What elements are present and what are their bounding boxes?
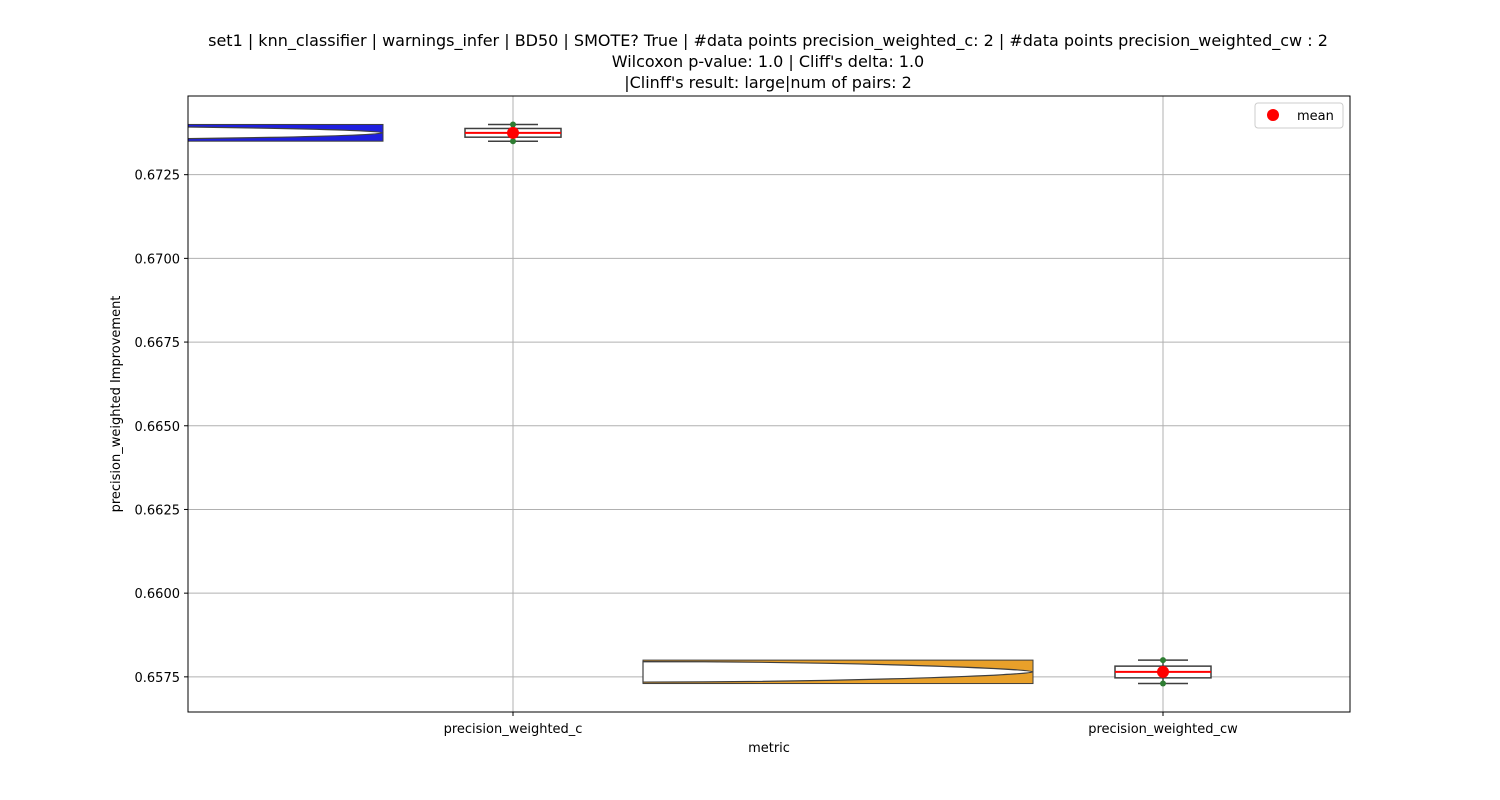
violin-notch <box>642 661 1034 683</box>
chart-title-line-3: |Clinff's result: large|num of pairs: 2 <box>624 73 912 92</box>
mean-marker <box>507 126 519 139</box>
plot-marks <box>188 121 1212 687</box>
data-point <box>510 138 516 145</box>
mean-marker <box>1157 665 1169 678</box>
chart-title-line-1: set1 | knn_classifier | warnings_infer |… <box>208 31 1328 51</box>
y-tick-label: 0.6700 <box>135 252 181 267</box>
y-tick-label: 0.6600 <box>135 587 181 602</box>
x-tick-label: precision_weighted_cw <box>1088 722 1238 737</box>
legend: mean <box>1254 102 1344 129</box>
y-tick-label: 0.6675 <box>135 336 181 351</box>
violin-notch <box>188 126 384 140</box>
y-axis: 0.6575 0.6600 0.6625 0.6650 0.6675 0.6700 0.67… <box>135 169 188 686</box>
chart-title-line-2: Wilcoxon p-value: 1.0 | Cliff's delta: 1… <box>612 52 924 71</box>
y-tick-label: 0.6625 <box>135 503 181 518</box>
legend-mean-label: mean <box>1297 109 1334 124</box>
y-tick-label: 0.6650 <box>135 420 181 435</box>
data-point <box>510 121 516 128</box>
gridlines <box>188 96 1350 712</box>
y-tick-label: 0.6725 <box>135 169 181 184</box>
x-tick-label: precision_weighted_c <box>444 722 583 737</box>
data-point <box>1160 680 1166 687</box>
legend-box <box>1254 102 1344 129</box>
y-tick-label: 0.6575 <box>135 671 181 686</box>
plot-frame <box>187 95 1351 713</box>
y-axis-label: precision_weighted Improvement <box>109 296 124 513</box>
x-axis: precision_weighted_c precision_weighted_c… <box>444 712 1238 737</box>
x-axis-label: metric <box>748 741 790 756</box>
legend-mean-marker <box>1267 109 1279 121</box>
data-point <box>1160 657 1166 664</box>
